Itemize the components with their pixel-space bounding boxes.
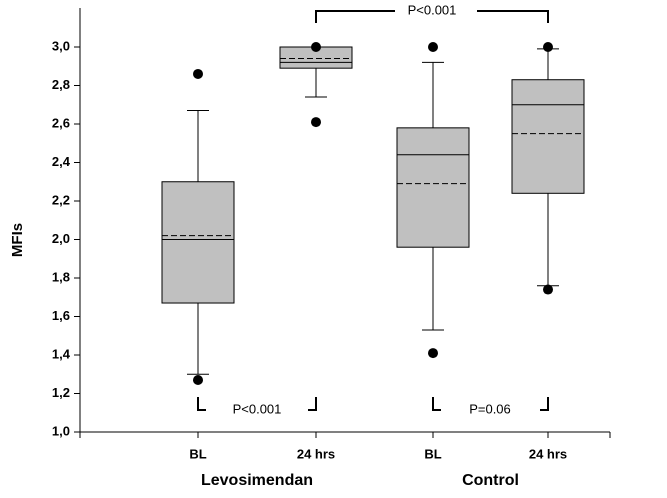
y-tick-label: 1,4 [52,346,71,361]
outlier [543,42,553,52]
group-label: Control [462,472,519,489]
y-tick-label: 1,6 [52,308,70,323]
outlier [193,375,203,386]
y-axis-label: MFIs [9,223,26,257]
outlier [543,284,553,295]
outlier [311,42,321,52]
bracket [432,397,549,411]
y-tick-label: 2,0 [52,231,70,246]
outlier [428,42,438,52]
box [161,181,235,304]
annotation: P=0.06 [469,401,511,416]
group-label: Levosimendan [201,472,313,489]
label-bg [395,2,477,20]
x-tick-label: BL [424,446,441,461]
outlier [193,68,203,79]
x-tick-label: BL [189,446,206,461]
outlier [311,117,321,128]
y-tick-label: 3,0 [52,38,70,53]
x-tick-label: 24 hrs [529,446,567,461]
box [511,79,585,194]
box [396,127,470,248]
y-tick-label: 1,0 [52,423,70,438]
annotation: P<0.001 [408,2,457,17]
y-tick-label: 2,2 [52,192,70,207]
annotation: P<0.001 [233,401,282,416]
bracket [197,397,317,411]
y-tick-label: 1,8 [52,269,70,284]
y-tick-label: 1,2 [52,385,70,400]
x-tick-label: 24 hrs [297,446,335,461]
y-tick-label: 2,8 [52,77,70,92]
outlier [428,348,438,359]
y-tick-label: 2,6 [52,115,70,130]
y-tick-label: 2,4 [52,154,71,169]
